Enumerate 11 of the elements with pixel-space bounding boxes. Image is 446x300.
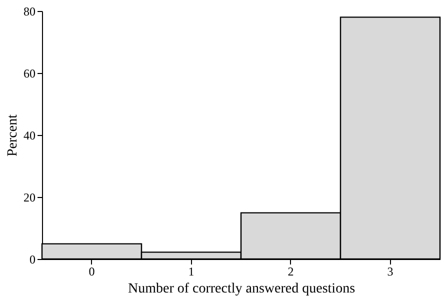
y-axis-title: Percent bbox=[6, 114, 20, 156]
x-axis-title: Number of correctly answered questions bbox=[128, 282, 356, 296]
x-tick-label: 2 bbox=[288, 264, 294, 278]
y-tick-label: 40 bbox=[24, 128, 36, 142]
y-tick-label: 80 bbox=[24, 4, 36, 18]
y-tick-label: 20 bbox=[24, 190, 36, 204]
x-tick-label: 3 bbox=[387, 264, 394, 278]
x-tick-label: 0 bbox=[88, 264, 95, 278]
y-tick-label: 0 bbox=[30, 252, 36, 266]
y-tick-label: 60 bbox=[24, 66, 36, 80]
x-tick-label: 1 bbox=[188, 264, 194, 278]
